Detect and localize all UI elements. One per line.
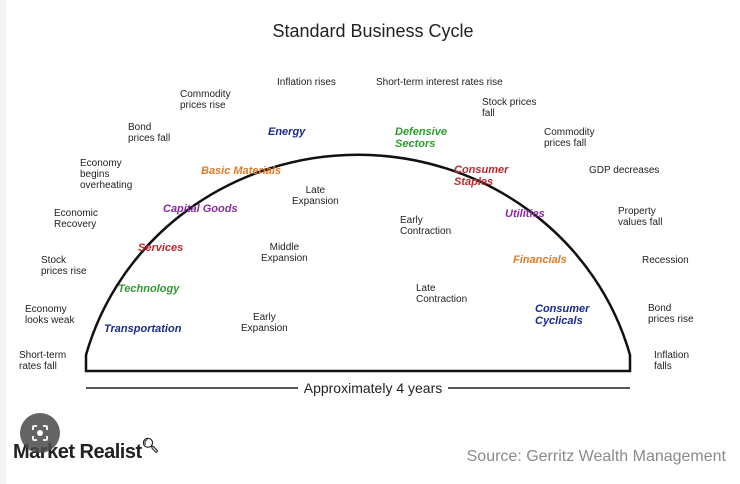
sector-basic-materials: Basic Materials [201, 165, 282, 177]
phase-late-expansion: Late Expansion [292, 185, 339, 207]
event-recession: Recession [642, 255, 689, 266]
sector-defensive-sectors: Defensive Sectors [395, 126, 447, 150]
event-economic-recovery: Economic Recovery [54, 208, 98, 230]
business-cycle-arc [84, 153, 632, 389]
event-stock-prices-rise: Stock prices rise [41, 255, 87, 277]
semicircle-outline [84, 153, 632, 373]
event-bond-prices-rise: Bond prices rise [648, 303, 694, 325]
sector-transportation: Transportation [104, 323, 182, 335]
source-credit: Source: Gerritz Wealth Management [466, 448, 726, 465]
magnifier-chart-icon: 🔍︎ [141, 437, 160, 453]
event-property-values-fall: Property values fall [618, 206, 663, 228]
event-economy-overheating: Economy begins overheating [80, 158, 133, 191]
event-economy-looks-weak: Economy looks weak [25, 304, 75, 326]
sector-energy: Energy [268, 126, 306, 138]
event-inflation-falls: Inflation falls [654, 350, 690, 372]
event-commodity-prices-rise: Commodity prices rise [180, 89, 231, 111]
diagram-canvas: Standard Business Cycle Approximately 4 … [6, 0, 740, 484]
event-stock-prices-fall: Stock prices fall [482, 97, 537, 119]
event-commodity-prices-fall: Commodity prices fall [544, 127, 595, 149]
event-bond-prices-fall: Bond prices fall [128, 122, 171, 144]
phase-late-contraction: Late Contraction [416, 283, 468, 305]
sector-technology: Technology [118, 283, 180, 295]
event-gdp-decreases: GDP decreases [589, 165, 660, 176]
sector-utilities: Utilities [505, 208, 545, 220]
sector-consumer-cyclicals: Consumer Cyclicals [535, 303, 590, 327]
sector-consumer-staples: Consumer Staples [454, 164, 509, 188]
google-lens-button[interactable] [20, 413, 60, 453]
sector-capital-goods: Capital Goods [163, 203, 238, 215]
event-short-term-rates-fall: Short-term rates fall [19, 350, 67, 372]
phase-middle-expansion: Middle Expansion [261, 242, 308, 264]
event-short-term-interest-rates-rise: Short-term interest rates rise [376, 77, 503, 88]
sector-financials: Financials [513, 254, 567, 266]
diagram-title: Standard Business Cycle [272, 21, 474, 41]
event-inflation-rises: Inflation rises [277, 77, 336, 88]
duration-label: Approximately 4 years [6, 380, 740, 396]
sector-services: Services [138, 242, 184, 254]
phase-early-contraction: Early Contraction [400, 215, 452, 237]
phase-early-expansion: Early Expansion [241, 312, 288, 334]
google-lens-icon [32, 425, 48, 441]
